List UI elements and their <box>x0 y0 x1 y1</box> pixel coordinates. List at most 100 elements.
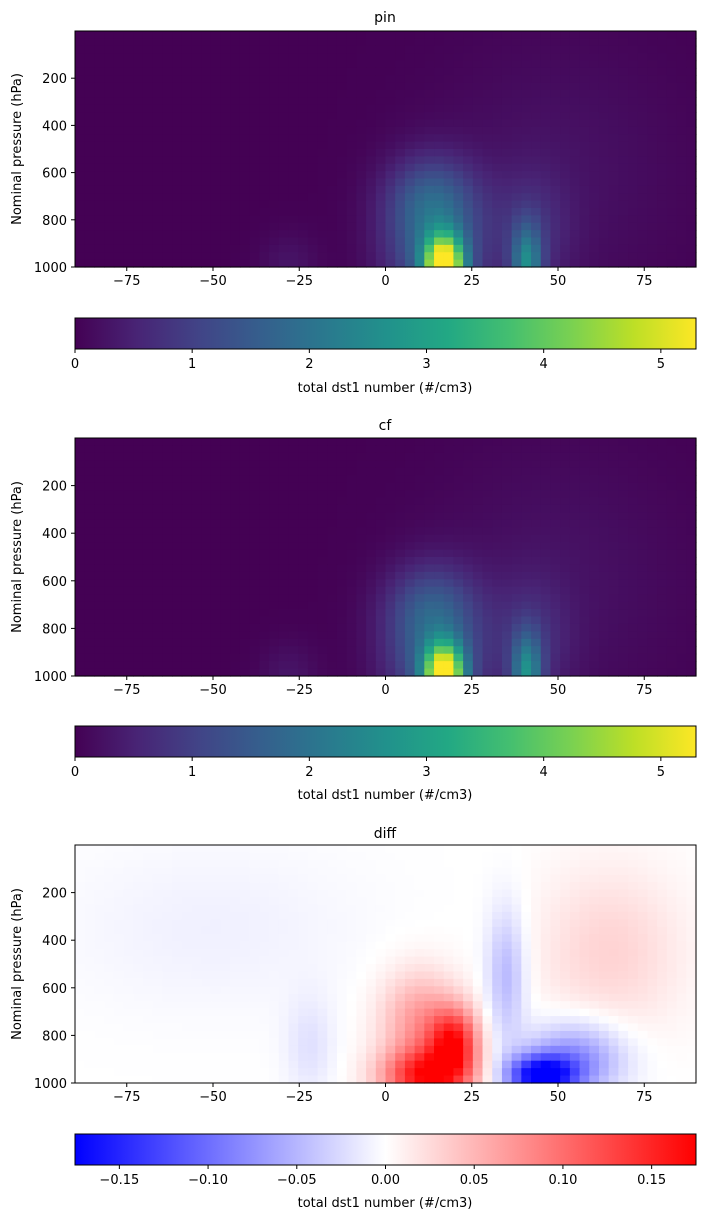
heatmap-cell <box>366 82 377 91</box>
heatmap-cell <box>336 53 348 62</box>
heatmap-cell <box>424 646 435 655</box>
heatmap-cell <box>404 178 416 187</box>
heatmap-cell <box>443 859 455 868</box>
heatmap-cell <box>686 200 697 209</box>
heatmap-cell <box>686 490 697 499</box>
heatmap-cell <box>676 134 687 143</box>
heatmap-cell <box>230 668 241 677</box>
heatmap-cell <box>220 156 231 165</box>
heatmap-cell <box>259 911 270 920</box>
heatmap-cell <box>336 126 348 135</box>
heatmap-cell <box>540 53 552 62</box>
heatmap-cell <box>259 193 270 202</box>
heatmap-cell <box>434 926 445 935</box>
heatmap-cell <box>628 534 639 543</box>
heatmap-cell <box>686 60 697 69</box>
heatmap-cell <box>220 564 231 573</box>
heatmap-cell <box>142 579 154 588</box>
heatmap-cell <box>356 897 367 906</box>
heatmap-cell <box>385 889 396 898</box>
heatmap-cell <box>414 259 425 268</box>
heatmap-cell <box>482 208 493 216</box>
heatmap-cell <box>94 512 105 521</box>
heatmap-cell <box>239 208 251 216</box>
heatmap-cell <box>414 452 425 461</box>
heatmap-cell <box>424 104 435 113</box>
heatmap-cell <box>249 668 260 677</box>
heatmap-cell <box>366 475 377 484</box>
heatmap-cell <box>434 31 445 39</box>
heatmap-cell <box>628 623 639 632</box>
heatmap-cell <box>647 482 658 491</box>
heatmap-cell <box>133 934 144 943</box>
heatmap-cell <box>327 653 338 662</box>
heatmap-cell <box>395 445 406 454</box>
heatmap-cell <box>191 438 202 447</box>
heatmap-cell <box>356 178 367 187</box>
heatmap-cell <box>366 149 377 157</box>
heatmap-cell <box>511 141 522 150</box>
heatmap-cell <box>472 230 484 239</box>
heatmap-cell <box>336 45 348 54</box>
heatmap-cell <box>366 90 377 98</box>
heatmap-cell <box>443 504 455 513</box>
heatmap-cell <box>472 623 484 632</box>
heatmap-cell <box>463 82 474 91</box>
heatmap-cell <box>550 889 561 898</box>
heatmap-cell <box>220 237 231 246</box>
heatmap-cell <box>375 631 387 640</box>
heatmap-cell <box>142 519 154 528</box>
heatmap-cell <box>94 564 105 573</box>
heatmap-cell <box>598 171 610 180</box>
heatmap-cell <box>152 460 163 469</box>
heatmap-cell <box>327 594 338 603</box>
heatmap-cell <box>220 623 231 632</box>
heatmap-cell <box>540 631 552 640</box>
heatmap-cell <box>288 594 299 603</box>
heatmap-cell <box>647 82 658 91</box>
heatmap-cell <box>269 882 280 891</box>
heatmap-cell <box>686 638 697 647</box>
heatmap-cell <box>191 874 202 883</box>
heatmap-cell <box>395 252 406 261</box>
heatmap-cell <box>395 53 406 62</box>
heatmap-cell <box>598 852 610 861</box>
heatmap-cell <box>210 926 222 935</box>
heatmap-cell <box>385 259 396 268</box>
heatmap-cell <box>278 889 290 898</box>
heatmap-cell <box>511 867 522 876</box>
heatmap-cell <box>560 45 571 54</box>
heatmap-cell <box>531 542 542 551</box>
heatmap-cell <box>618 119 629 128</box>
heatmap-cell <box>589 601 600 610</box>
heatmap-cell <box>336 60 348 69</box>
heatmap-cell <box>501 156 513 165</box>
heatmap-cell <box>288 852 299 861</box>
heatmap-cell <box>579 919 590 928</box>
heatmap-cell <box>579 482 590 491</box>
heatmap-cell <box>307 112 319 121</box>
heatmap-cell <box>317 149 328 157</box>
heatmap-cell <box>298 490 309 499</box>
heatmap-cell <box>385 557 396 566</box>
heatmap-cell <box>608 97 619 106</box>
colorbar-label: total dst1 number (#/cm3) <box>298 381 473 396</box>
heatmap-cell <box>278 911 290 920</box>
heatmap-cell <box>278 134 290 143</box>
heatmap-cell <box>540 104 552 113</box>
heatmap-cell <box>113 90 125 98</box>
heatmap-cell <box>142 141 154 150</box>
heatmap-cell <box>443 185 455 194</box>
heatmap-cell <box>172 193 183 202</box>
heatmap-cell <box>230 60 241 69</box>
heatmap-cell <box>482 467 493 476</box>
heatmap-cell <box>142 882 154 891</box>
heatmap-cell <box>579 845 590 854</box>
heatmap-cell <box>404 53 416 62</box>
heatmap-cell <box>404 60 416 69</box>
heatmap-cell <box>492 90 503 98</box>
heatmap-cell <box>366 661 377 670</box>
heatmap-cell <box>579 475 590 484</box>
heatmap-cell <box>191 460 202 469</box>
heatmap-cell <box>162 163 173 172</box>
